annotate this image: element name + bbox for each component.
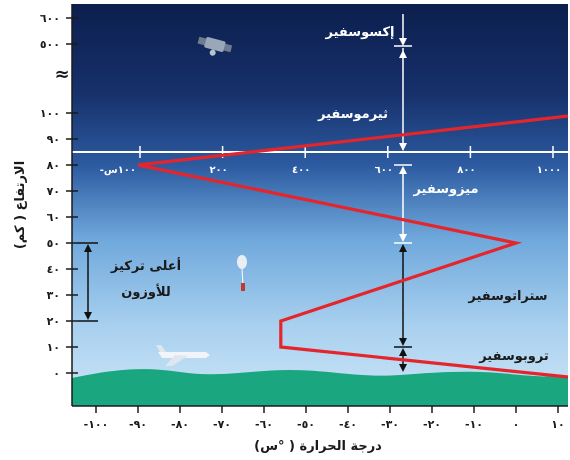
x-tick-label: -٩٠ [129,418,147,431]
x-tick-label: -٢٠ [423,418,441,431]
satellite-icon [197,36,233,56]
sky-background [72,4,568,406]
ozone-label-line2: للأوزون [121,283,171,300]
label-mesosphere: ميزوسفير [412,182,478,197]
layer-boundary-arrows [394,14,412,372]
y-tick-label: ٣٠ [47,289,60,302]
x-tick-label: -١٠ [465,418,483,431]
x-tick-label: ٠ [513,418,520,431]
label-thermosphere: ثيرموسفير [317,107,388,122]
x-tick-label: -٧٠ [213,418,231,431]
x-axis: -١٠٠ -٩٠ -٨٠ -٧٠ -٦٠ -٥٠ -٤٠ -٣٠ -٢٠ -١٠ ٠ ١٠ [72,405,568,431]
y-tick-label: ٦٠٠ [40,12,60,25]
y-tick-label: ١٠ [47,341,60,354]
inner-tick-label: -١٠٠س [100,165,136,176]
ozone-bracket [78,242,98,322]
y-tick-label: ٦٠ [47,211,60,224]
x-axis-title: درجة الحرارة ( °س) [254,439,382,454]
weather-balloon-icon [237,255,247,291]
inner-tick-label: ٢٠٠ [209,165,227,176]
x-tick-label: -٥٠ [297,418,315,431]
x-tick-label: -٤٠ [339,418,357,431]
inner-tick-label: ٨٠٠ [457,165,475,176]
x-tick-label: -٦٠ [255,418,273,431]
y-tick-label: ١٠٠ [40,107,60,120]
airplane-icon [156,345,210,366]
inner-tick-label: ٤٠٠ [292,165,310,176]
axis-break-symbol: ≈ [54,64,69,85]
y-tick-label: ٧٠ [47,185,60,198]
y-axis-title: الارتفاع ( كم) [13,161,28,249]
x-tick-label: -٣٠ [381,418,399,431]
y-tick-label: ٨٠ [47,159,60,172]
temperature-profile-line [137,114,569,379]
y-tick-label: ٤٠ [47,263,60,276]
x-tick-label: -١٠٠ [84,418,109,431]
inner-tick-label: ١٠٠٠ [537,165,561,176]
label-stratosphere: ستراتوسفير [467,289,547,304]
x-tick-label: -٨٠ [171,418,189,431]
label-exosphere: إكسوسفير [325,25,395,40]
y-tick-label: ٠ [53,367,60,380]
y-tick-label: ٩٠ [47,133,60,146]
y-tick-label: ٢٠ [47,315,60,328]
ozone-label-line1: أعلى تركيز [110,257,181,274]
y-tick-label: ٥٠ [47,237,60,250]
inner-tick-label: ٦٠٠ [375,165,393,176]
x-tick-label: ١٠ [551,418,564,431]
y-axis: ٠ ١٠ ٢٠ ٣٠ ٤٠ ٥٠ ٦٠ ٧٠ ٨٠ ٩٠ ١٠٠ ٥٠٠ ٦٠٠ [40,4,78,406]
label-troposphere: تروبوسفير [478,349,549,364]
y-tick-label: ٥٠٠ [40,38,60,51]
ground [72,369,568,406]
